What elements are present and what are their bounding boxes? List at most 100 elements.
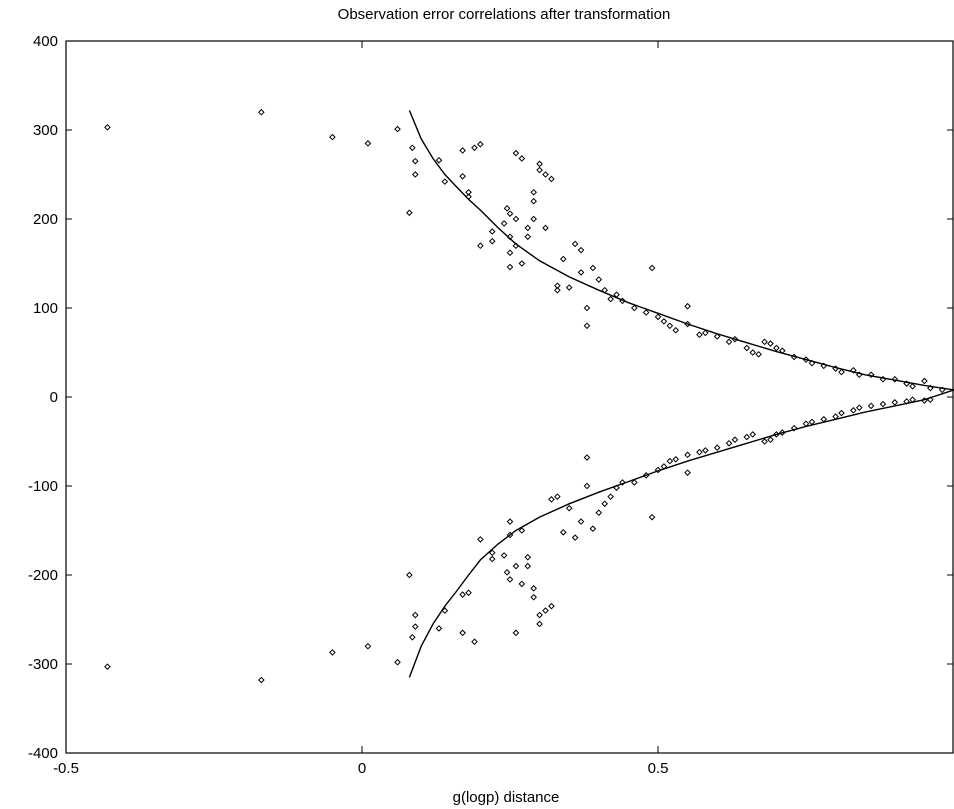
data-point	[684, 469, 691, 476]
data-point	[565, 284, 573, 291]
data-point	[512, 629, 520, 637]
data-point	[459, 591, 466, 598]
data-point	[725, 338, 733, 346]
data-point	[518, 155, 526, 162]
data-point	[749, 349, 757, 356]
x-tick-label: -0.5	[53, 760, 79, 777]
data-point	[773, 344, 780, 352]
y-tick-label: -400	[28, 745, 58, 762]
data-point	[530, 593, 537, 601]
data-point	[536, 166, 543, 174]
data-point	[554, 282, 561, 290]
data-point	[903, 398, 910, 405]
y-tick-label: 100	[33, 300, 58, 317]
data-point	[808, 418, 816, 426]
data-point	[488, 228, 496, 235]
fit-curve-1	[408, 110, 954, 391]
data-point	[536, 160, 543, 168]
data-point	[589, 525, 597, 533]
y-tick-label: 0	[50, 389, 58, 406]
data-point	[660, 318, 668, 325]
data-point	[654, 466, 662, 474]
data-point	[921, 377, 928, 385]
data-point	[684, 451, 691, 459]
data-point	[506, 263, 514, 271]
plot-frame	[65, 40, 954, 754]
data-point	[503, 569, 511, 576]
data-point	[619, 297, 626, 305]
data-point	[938, 386, 946, 394]
data-point	[104, 124, 111, 131]
data-point	[530, 188, 537, 196]
data-point	[779, 347, 786, 355]
data-point	[471, 144, 478, 152]
data-point	[411, 171, 419, 178]
data-point	[329, 649, 336, 656]
data-point	[790, 353, 798, 361]
y-tick-label: -300	[28, 656, 58, 673]
data-point	[820, 362, 828, 370]
data-point	[755, 350, 762, 358]
data-point	[435, 156, 443, 164]
data-point	[465, 193, 472, 201]
data-point	[820, 415, 828, 423]
data-point	[577, 246, 585, 254]
data-point	[909, 383, 916, 390]
data-point	[441, 178, 449, 185]
data-point	[459, 629, 466, 637]
data-point	[329, 133, 336, 141]
data-point	[725, 439, 733, 447]
data-point	[554, 286, 561, 294]
data-point	[488, 555, 496, 563]
data-point	[530, 585, 537, 592]
data-point	[459, 172, 466, 180]
data-point	[595, 509, 603, 517]
data-point	[477, 140, 484, 148]
plot-area	[104, 108, 954, 684]
data-point	[409, 633, 416, 641]
data-point	[524, 224, 532, 232]
data-point	[613, 484, 620, 492]
data-point	[459, 147, 466, 154]
data-point	[571, 534, 579, 541]
chart-title: Observation error correlations after tra…	[338, 6, 671, 23]
data-point	[666, 457, 674, 465]
y-tick-label: 200	[33, 211, 58, 228]
data-point	[583, 322, 591, 330]
data-point	[589, 264, 597, 272]
data-point	[406, 571, 413, 579]
data-point	[867, 402, 875, 410]
data-point	[542, 607, 549, 614]
data-point	[435, 625, 443, 632]
data-point	[802, 356, 810, 363]
data-point	[779, 429, 786, 436]
y-tick-label: 400	[33, 33, 58, 50]
data-point	[559, 255, 567, 263]
x-tick-label: 0	[358, 760, 366, 777]
data-point	[631, 304, 638, 312]
data-point	[530, 215, 537, 223]
data-point	[571, 240, 579, 248]
data-point	[441, 607, 449, 614]
data-point	[506, 531, 514, 539]
data-point	[364, 642, 372, 650]
data-point	[927, 384, 934, 392]
data-point	[891, 399, 899, 406]
data-point	[411, 157, 419, 165]
x-axis-label: g(logp) distance	[453, 789, 560, 806]
data-point	[850, 407, 857, 414]
axes: -400 -300 -200 -100 0 100 200 300 400 -0.5 0 0.5	[28, 33, 953, 777]
data-point	[613, 291, 620, 298]
data-point	[927, 396, 934, 403]
data-point	[536, 620, 543, 628]
data-point	[548, 496, 555, 503]
data-point	[394, 658, 401, 666]
data-point	[802, 420, 810, 428]
data-point	[548, 602, 555, 610]
data-point	[394, 125, 401, 133]
data-point	[867, 371, 875, 379]
data-point	[808, 359, 816, 367]
data-point	[506, 233, 514, 241]
data-point	[761, 438, 768, 445]
data-point	[524, 553, 532, 561]
